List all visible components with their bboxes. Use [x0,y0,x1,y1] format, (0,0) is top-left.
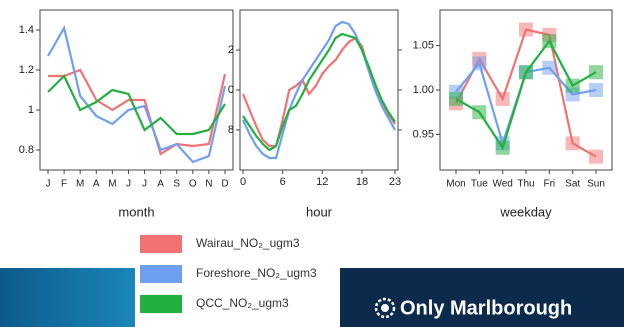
legend-label: Wairau_NO₂_ugm3 [196,236,300,250]
legend-swatch [140,265,182,283]
y-tick-label: 0.95 [413,128,434,140]
legend-swatch [140,295,182,313]
x-tick-label: 6 [280,176,286,188]
x-tick-label: Thu [517,179,534,190]
x-tick-label: J [126,179,131,190]
x-axis-label: month [118,204,154,219]
x-tick-label: 18 [356,176,368,188]
x-tick-label: 23 [389,176,401,188]
series-line [242,32,396,152]
point-marker [565,78,580,93]
y-tick-label: 1 [28,104,34,116]
legend-label: Foreshore_NO₂_ugm3 [196,266,317,280]
point-marker [495,140,510,155]
y-tick-label: 1.2 [19,64,34,76]
series-line [47,25,227,164]
x-tick-label: S [173,179,180,190]
banner-band [0,268,135,327]
x-tick-label: Sat [565,179,580,190]
x-tick-label: Fri [543,179,555,190]
y-tick-label: 2 [228,44,234,56]
x-tick-label: A [157,179,164,190]
x-tick-label: Wed [492,179,512,190]
x-tick-label: M [76,179,84,190]
x-tick-label: 0 [240,176,246,188]
y-tick-label: 1.00 [413,84,434,96]
x-tick-label: Mon [446,179,465,190]
point-marker [542,60,557,75]
legend-swatch [140,235,182,253]
point-marker [449,91,463,106]
point-marker [589,149,603,164]
x-axis-label: hour [306,204,333,219]
point-marker [565,136,580,151]
series-line [48,68,227,156]
point-marker [589,65,603,80]
y-tick-label: 0.8 [19,144,34,156]
point-marker [519,22,533,37]
x-tick-label: M [108,179,116,190]
x-tick-label: F [61,179,67,190]
x-tick-label: O [189,179,197,190]
brand-text: Only Marlborough [400,297,572,319]
point-marker [472,56,487,71]
x-tick-label: J [142,179,147,190]
y-tick-label: 1.4 [19,24,34,36]
x-tick-label: D [221,179,228,190]
x-tick-label: J [46,179,51,190]
x-axis-label: weekday [499,204,552,219]
point-marker [519,65,533,80]
y-tick-label: 0 [228,84,234,96]
plot-frame [39,9,234,171]
y-tick-label: 1.05 [413,39,434,51]
x-tick-label: Sun [587,179,605,190]
x-tick-label: N [205,179,212,190]
point-marker [542,34,557,49]
point-marker [472,105,487,120]
point-marker [589,83,603,97]
legend-label: QCC_NO₂_ugm3 [196,296,289,310]
point-marker [495,91,510,106]
series-line [242,20,396,160]
brand-logo [374,297,396,319]
y-tick-label: 8 [228,124,234,136]
x-tick-label: A [93,179,100,190]
x-tick-label: Tue [471,179,488,190]
x-tick-label: 12 [316,176,328,188]
series-line [47,74,226,136]
